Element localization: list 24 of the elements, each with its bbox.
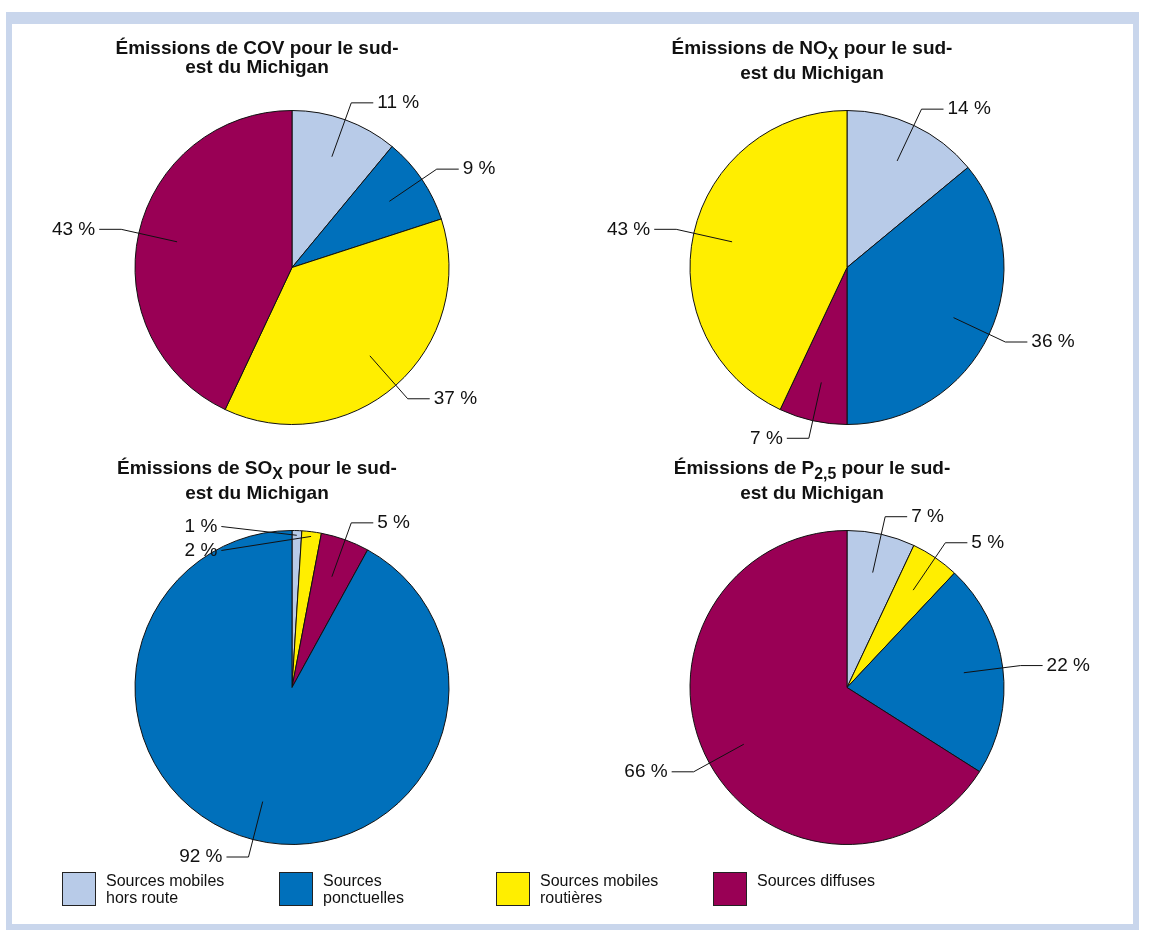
- data-label: 7 %: [750, 426, 783, 448]
- data-label: 43 %: [51, 217, 96, 239]
- data-label: 14 %: [947, 97, 991, 119]
- chart-title: Émissions de COV pour le sud-est du Michigan: [114, 37, 400, 77]
- data-label: 22 %: [1046, 653, 1091, 675]
- data-label: 36 %: [1031, 330, 1075, 352]
- data-label: 5 %: [971, 531, 1005, 552]
- chart-title: Émissions de SO$_{X}$ pour le sud-est du Michigan: [116, 457, 398, 503]
- data-label: 37 %: [433, 387, 478, 408]
- data-label: 5 %: [377, 511, 411, 533]
- data-label: 66 %: [624, 760, 668, 782]
- legend-label: Sources mobiles routières: [540, 872, 660, 906]
- data-label: 92 %: [179, 845, 223, 867]
- data-label: 11 %: [377, 91, 420, 113]
- data-label: 2 %: [184, 538, 218, 560]
- legend-label: Sources diffuses: [757, 872, 876, 889]
- chart-title: Émissions de P$_{2,5}$ pour le sud-est du Michigan: [672, 457, 952, 503]
- chart-title: Émissions de NO$_{X}$ pour le sud-est du Michigan: [670, 37, 954, 83]
- data-label: 1 %: [184, 514, 218, 536]
- legend-label: Sources mobiles hors route: [106, 872, 226, 906]
- data-label: 43 %: [606, 217, 651, 239]
- legend-label: Sources ponctuelles: [323, 872, 405, 906]
- data-label: 9 %: [462, 157, 496, 179]
- data-label: 7 %: [911, 504, 945, 526]
